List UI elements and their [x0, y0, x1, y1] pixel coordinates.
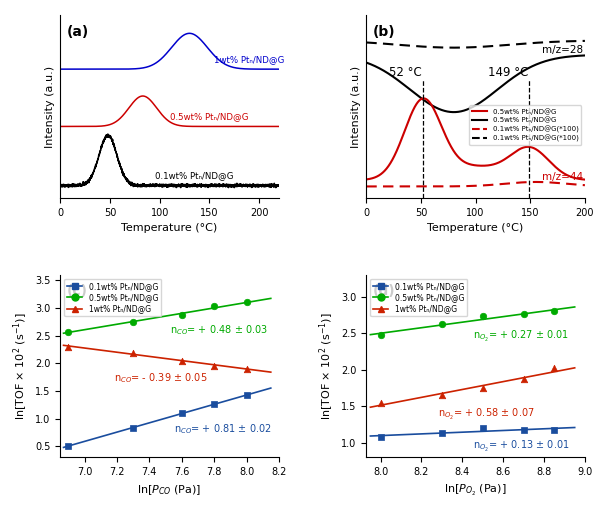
Point: [63, 442, 73, 450]
Point: [519, 310, 528, 318]
X-axis label: Temperature (°C): Temperature (°C): [428, 224, 524, 233]
Text: (a): (a): [67, 25, 89, 39]
Point: [177, 409, 186, 417]
Y-axis label: ln[TOF × 10$^{2}$ (s$^{-1}$)]: ln[TOF × 10$^{2}$ (s$^{-1}$)]: [11, 313, 30, 420]
Text: (c): (c): [67, 284, 88, 298]
Text: m/z=28: m/z=28: [541, 45, 582, 55]
Point: [242, 391, 251, 399]
Text: (b): (b): [373, 25, 396, 39]
Text: (d): (d): [373, 284, 396, 298]
Legend: 0.5wt% Ptₙ/ND@G, 0.5wt% Ptₙ/ND@G, 0.1wt% Ptₙ/ND@G(*100), 0.1wt% Ptₙ/ND@G(*100): 0.5wt% Ptₙ/ND@G, 0.5wt% Ptₙ/ND@G, 0.1wt%…: [469, 105, 581, 145]
Point: [128, 424, 138, 432]
Point: [478, 384, 488, 392]
Point: [519, 375, 528, 383]
Point: [209, 302, 219, 310]
Point: [519, 426, 528, 434]
Point: [128, 348, 138, 357]
Text: n$_{O_2}$= + 0.13 ± 0.01: n$_{O_2}$= + 0.13 ± 0.01: [473, 439, 569, 454]
Text: n$_{O_2}$= + 0.58 ± 0.07: n$_{O_2}$= + 0.58 ± 0.07: [438, 407, 534, 423]
Y-axis label: Intensity (a.u.): Intensity (a.u.): [351, 66, 361, 148]
X-axis label: ln[$P_{O_2}$ (Pa)]: ln[$P_{O_2}$ (Pa)]: [444, 483, 507, 498]
Point: [437, 320, 447, 328]
Point: [242, 298, 251, 306]
Legend: 0.1wt% Ptₙ/ND@G, 0.5wt% Ptₙ/ND@G, 1wt% Ptₙ/ND@G: 0.1wt% Ptₙ/ND@G, 0.5wt% Ptₙ/ND@G, 1wt% P…: [64, 279, 161, 316]
Point: [478, 424, 488, 432]
Text: 1wt% Ptₙ/ND@G: 1wt% Ptₙ/ND@G: [214, 55, 285, 64]
Point: [242, 365, 251, 373]
Point: [209, 361, 219, 370]
Text: n$_{CO}$= + 0.48 ± 0.03: n$_{CO}$= + 0.48 ± 0.03: [171, 323, 268, 337]
Point: [177, 357, 186, 365]
Text: m/z=44: m/z=44: [541, 172, 582, 182]
Y-axis label: Intensity (a.u.): Intensity (a.u.): [45, 66, 55, 148]
X-axis label: ln[$P_{CO}$ (Pa)]: ln[$P_{CO}$ (Pa)]: [137, 483, 202, 497]
Point: [437, 429, 447, 437]
Point: [63, 343, 73, 351]
Point: [177, 311, 186, 319]
Point: [549, 364, 559, 373]
Point: [376, 398, 385, 407]
X-axis label: Temperature (°C): Temperature (°C): [121, 224, 218, 233]
Point: [549, 426, 559, 434]
Point: [437, 391, 447, 399]
Legend: 0.1wt% Ptₙ/ND@G, 0.5wt% Ptₙ/ND@G, 1wt% Ptₙ/ND@G: 0.1wt% Ptₙ/ND@G, 0.5wt% Ptₙ/ND@G, 1wt% P…: [370, 279, 467, 316]
Text: 52 °C: 52 °C: [390, 66, 422, 79]
Point: [376, 433, 385, 441]
Text: n$_{CO}$= - 0.39 ± 0.05: n$_{CO}$= - 0.39 ± 0.05: [114, 371, 207, 385]
Y-axis label: ln[TOF × 10$^{2}$ (s$^{-1}$)]: ln[TOF × 10$^{2}$ (s$^{-1}$)]: [317, 313, 335, 420]
Point: [209, 400, 219, 408]
Point: [478, 313, 488, 321]
Point: [63, 328, 73, 336]
Point: [128, 318, 138, 326]
Point: [549, 307, 559, 316]
Text: n$_{CO}$= + 0.81 ± 0.02: n$_{CO}$= + 0.81 ± 0.02: [174, 423, 271, 436]
Text: 0.1wt% Ptₙ/ND@G: 0.1wt% Ptₙ/ND@G: [155, 171, 233, 180]
Point: [376, 331, 385, 339]
Text: 0.5wt% Ptₙ/ND@G: 0.5wt% Ptₙ/ND@G: [169, 112, 248, 121]
Text: 149 °C: 149 °C: [488, 66, 528, 79]
Text: n$_{O_2}$= + 0.27 ± 0.01: n$_{O_2}$= + 0.27 ± 0.01: [473, 329, 569, 344]
